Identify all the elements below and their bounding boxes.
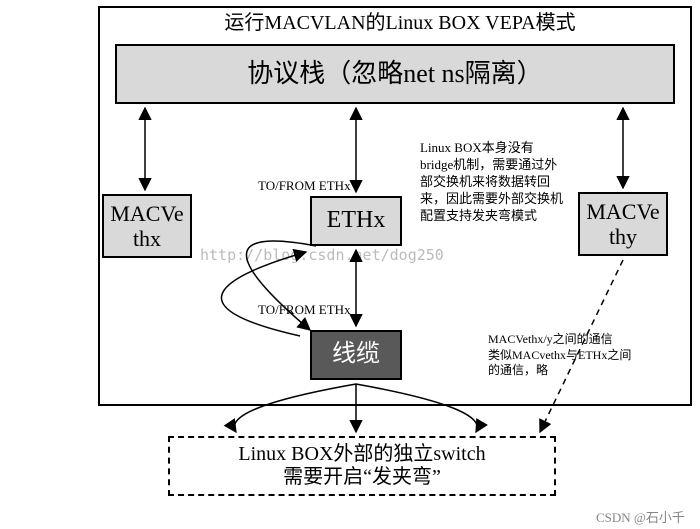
node-label: Linux BOX外部的独立switch 需要开启“发夹弯”: [238, 443, 485, 489]
node-switch: Linux BOX外部的独立switch 需要开启“发夹弯”: [168, 436, 556, 496]
node-macvethy: MACVe thy: [578, 192, 668, 256]
label-note2: MACVethx/y之间的通信 类似MACvethx与ETHx之间 的通信，略: [488, 332, 631, 379]
label-tofrom2: TO/FROM ETHx: [258, 302, 351, 319]
node-label: MACVe thy: [586, 199, 659, 250]
node-label: MACVe thx: [110, 201, 183, 252]
watermark-url: http://blog.csdn.net/dog250: [200, 246, 444, 266]
node-macvethx: MACVe thx: [102, 194, 192, 258]
node-label: 协议栈（忽略net ns隔离）: [247, 59, 542, 89]
node-protocol-stack: 协议栈（忽略net ns隔离）: [115, 44, 675, 104]
node-label: 线缆: [332, 341, 380, 369]
node-ethx: ETHx: [310, 196, 402, 246]
node-cable: 线缆: [310, 330, 402, 380]
diagram-canvas: 运行MACVLAN的Linux BOX VEPA模式 协议栈（忽略net ns隔…: [0, 0, 700, 529]
node-label: ETHx: [327, 207, 386, 235]
label-note1: Linux BOX本身没有 bridge机制，需要通过外 部交换机来将数据转回 …: [420, 140, 563, 224]
diagram-title: 运行MACVLAN的Linux BOX VEPA模式: [160, 10, 640, 36]
watermark-author: CSDN @石小千: [596, 510, 685, 527]
label-tofrom1: TO/FROM ETHx: [258, 178, 351, 195]
